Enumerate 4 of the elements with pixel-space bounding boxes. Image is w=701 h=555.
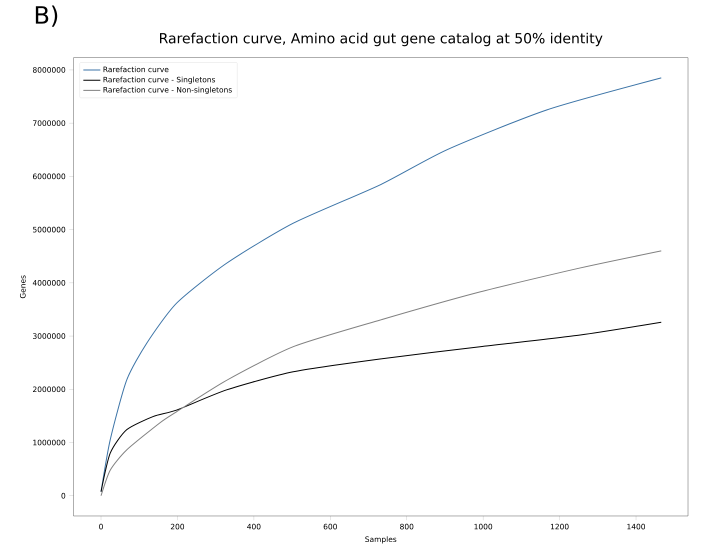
line-series bbox=[100, 322, 662, 492]
chart-title: Rarefaction curve, Amino acid gut gene catalog at 50% identity bbox=[160, 32, 603, 46]
text: B) bbox=[36, 6, 58, 27]
line-series bbox=[100, 250, 662, 496]
